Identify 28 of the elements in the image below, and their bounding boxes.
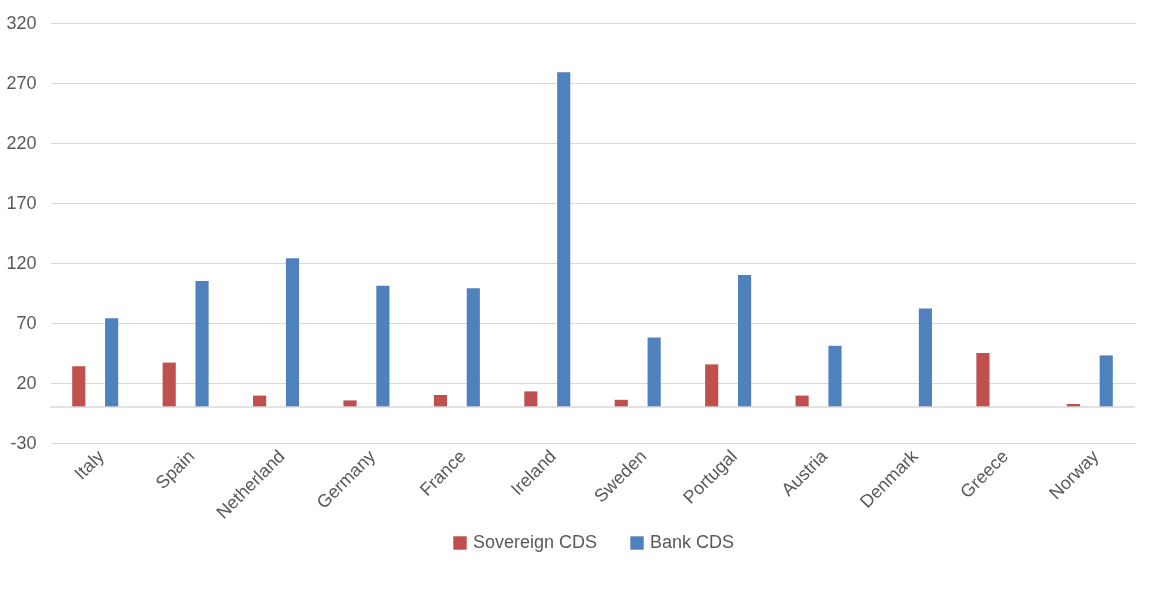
y-tick-label: 270 [6, 72, 37, 93]
bar [1099, 355, 1113, 407]
bar [285, 258, 300, 407]
bar [466, 288, 480, 407]
bar [647, 337, 661, 407]
y-tick-label: 20 [16, 372, 37, 393]
y-tick-label: 170 [6, 192, 37, 213]
bar [376, 285, 390, 407]
y-tick-label: -30 [10, 432, 37, 453]
y-tick-label: 220 [6, 132, 37, 153]
bar [918, 308, 932, 407]
bar [524, 391, 538, 407]
bar [976, 353, 990, 407]
legend-label: Bank CDS [650, 532, 735, 552]
y-tick-label: 120 [6, 252, 37, 273]
bar [557, 72, 571, 407]
bar [433, 395, 448, 407]
bar [105, 318, 119, 407]
bar [737, 275, 752, 407]
bar [162, 362, 176, 407]
x-tick-label: Italy [70, 446, 108, 484]
bar [195, 281, 209, 407]
bar [828, 345, 842, 407]
bar [72, 366, 86, 407]
y-tick-label: 70 [16, 312, 37, 333]
bar [705, 364, 719, 407]
legend-label: Sovereign CDS [473, 532, 598, 552]
y-tick-label: 320 [6, 12, 37, 33]
